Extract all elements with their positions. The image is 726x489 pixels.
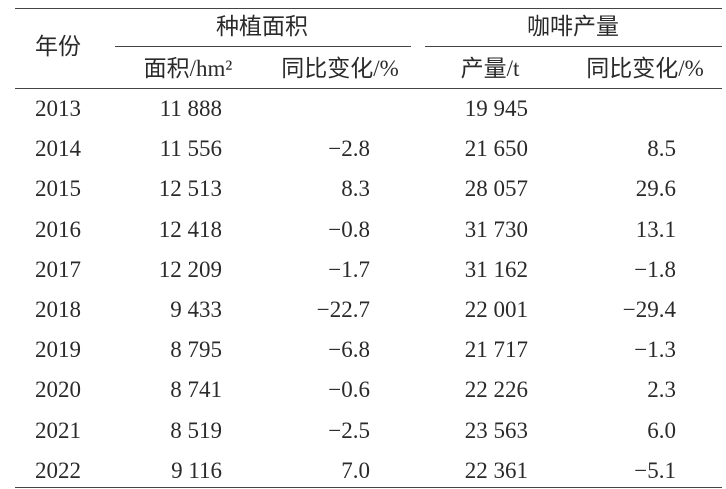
value-cell: −29.4 xyxy=(622,297,676,322)
value-cell: 11 556 xyxy=(159,136,222,162)
value-cell: 9 116 xyxy=(171,457,222,483)
value-cell: 31 730 xyxy=(464,216,528,242)
value-cell: −5.1 xyxy=(634,457,676,483)
value-cell: 31 162 xyxy=(464,256,528,282)
value-cell: 21 650 xyxy=(464,136,528,162)
year-cell: 2018 xyxy=(35,297,81,322)
value-cell: 8 795 xyxy=(170,337,222,363)
column-header: 同比变化/% xyxy=(281,56,399,81)
year-cell: 2015 xyxy=(35,176,81,202)
value-cell: 22 361 xyxy=(464,457,528,483)
value-cell: 13.1 xyxy=(635,216,676,242)
year-cell: 2019 xyxy=(35,337,81,363)
column-header: 面积/hm² xyxy=(143,56,233,81)
value-cell: 8 741 xyxy=(170,377,222,403)
value-cell: −1.7 xyxy=(328,256,370,282)
value-cell: −22.7 xyxy=(316,297,370,322)
value-cell: −0.8 xyxy=(328,216,370,242)
group-rule xyxy=(425,46,722,47)
value-cell: 9 433 xyxy=(170,297,222,322)
value-cell: 7.0 xyxy=(341,457,370,483)
bottom-rule xyxy=(15,487,722,488)
year-cell: 2013 xyxy=(35,96,81,121)
year-cell: 2016 xyxy=(35,216,81,242)
year-cell: 2020 xyxy=(35,377,81,403)
value-cell: 28 057 xyxy=(464,176,528,202)
value-cell: −1.3 xyxy=(634,337,676,363)
value-cell: 23 563 xyxy=(464,417,528,443)
value-cell: 29.6 xyxy=(635,176,676,202)
header-rule xyxy=(15,88,722,89)
group-title: 种植面积 xyxy=(216,14,308,39)
value-cell: 2.3 xyxy=(647,377,676,403)
value-cell: −1.8 xyxy=(634,256,676,282)
value-cell: −0.6 xyxy=(328,377,370,403)
group-title: 咖啡产量 xyxy=(527,14,619,39)
value-cell: 8 519 xyxy=(170,417,222,443)
column-header: 产量/t xyxy=(460,56,520,81)
year-header: 年份 xyxy=(35,34,81,59)
value-cell: 12 209 xyxy=(158,256,222,282)
top-rule xyxy=(15,8,722,9)
value-cell: 11 888 xyxy=(159,96,222,121)
year-cell: 2022 xyxy=(35,457,81,483)
value-cell: 8.5 xyxy=(647,136,676,162)
year-cell: 2021 xyxy=(35,417,81,443)
value-cell: −2.5 xyxy=(328,417,370,443)
value-cell: 22 001 xyxy=(464,297,528,322)
year-cell: 2014 xyxy=(35,136,81,162)
value-cell: 12 513 xyxy=(158,176,222,202)
value-cell: 21 717 xyxy=(464,337,528,363)
value-cell: −2.8 xyxy=(328,136,370,162)
group-rule xyxy=(115,46,411,47)
value-cell: 8.3 xyxy=(341,176,370,202)
value-cell: −6.8 xyxy=(328,337,370,363)
value-cell: 12 418 xyxy=(158,216,222,242)
year-cell: 2017 xyxy=(35,256,81,282)
value-cell: 6.0 xyxy=(647,417,676,443)
value-cell: 22 226 xyxy=(464,377,528,403)
value-cell: 19 945 xyxy=(464,96,528,121)
column-header: 同比变化/% xyxy=(586,56,704,81)
